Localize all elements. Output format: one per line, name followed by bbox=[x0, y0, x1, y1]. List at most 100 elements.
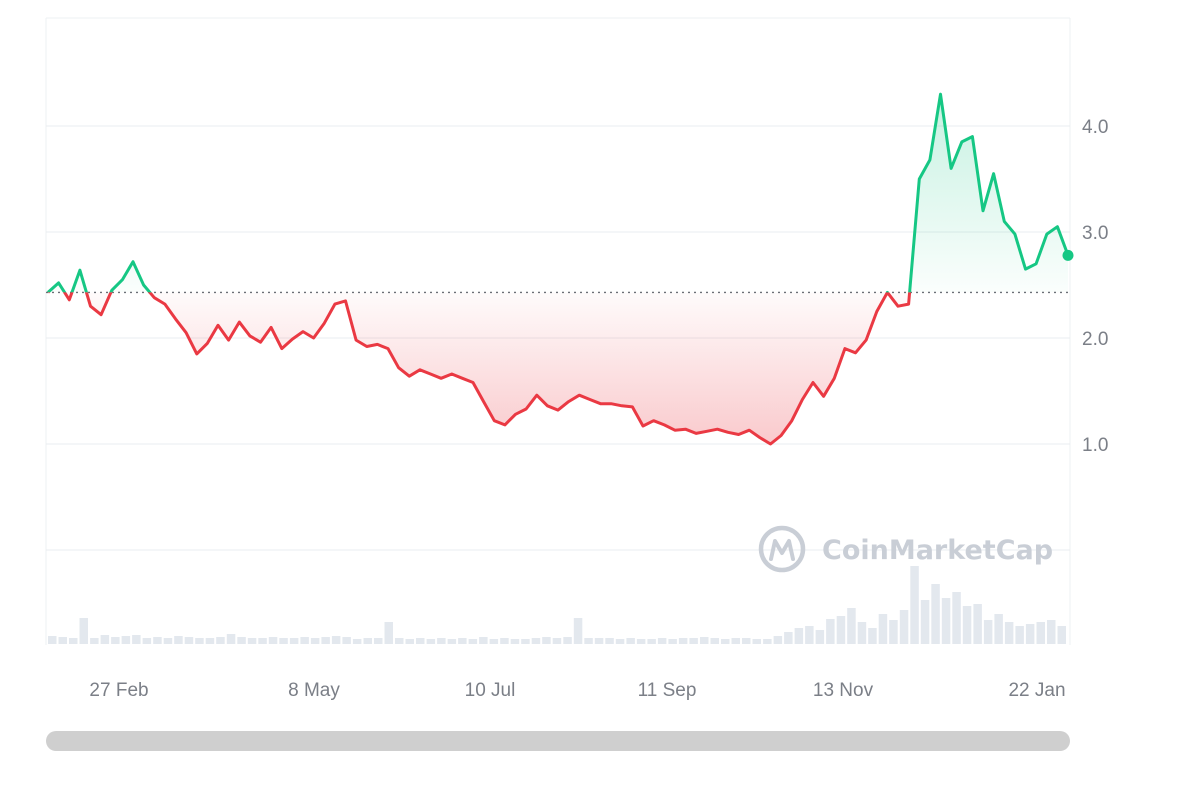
volume-bar bbox=[994, 614, 1003, 644]
volume-bar bbox=[121, 636, 131, 644]
volume-bar bbox=[1057, 626, 1066, 644]
volume-bar bbox=[142, 638, 152, 644]
volume-bar bbox=[710, 638, 719, 644]
coinmarketcap-logo-icon bbox=[758, 525, 806, 573]
volume-bar bbox=[805, 626, 814, 644]
volume-bar bbox=[268, 637, 278, 644]
volume-bar bbox=[300, 637, 309, 644]
y-tick-label: 4.0 bbox=[1082, 117, 1108, 138]
volume-bar bbox=[678, 638, 688, 644]
area-below-baseline bbox=[64, 292, 910, 444]
volume-bar bbox=[1047, 620, 1056, 644]
volume-bar bbox=[426, 639, 436, 644]
volume-bar bbox=[447, 639, 457, 644]
x-tick-label: 8 May bbox=[288, 680, 340, 701]
volume-bar bbox=[331, 636, 341, 644]
volume-bar bbox=[573, 618, 583, 644]
volume-bar bbox=[384, 622, 393, 644]
volume-bar bbox=[983, 620, 993, 644]
volume-bar bbox=[721, 639, 730, 644]
x-tick-label: 27 Feb bbox=[89, 680, 148, 701]
volume-bar bbox=[742, 638, 751, 644]
x-axis-labels: 27 Feb 8 May 10 Jul 11 Sep 13 Nov 22 Jan bbox=[89, 680, 1065, 701]
volume-bar bbox=[468, 639, 478, 644]
volume-bar bbox=[258, 638, 267, 644]
volume-bar bbox=[794, 628, 804, 644]
volume-bar bbox=[931, 584, 940, 644]
volume-bar bbox=[689, 638, 698, 644]
volume-bar bbox=[437, 638, 446, 644]
volume-bar bbox=[700, 637, 709, 644]
volume-bar bbox=[636, 639, 646, 644]
volume-bar bbox=[647, 639, 656, 644]
area-above-baseline bbox=[48, 94, 1068, 293]
volume-bar bbox=[279, 638, 288, 644]
volume-bar bbox=[48, 636, 57, 644]
volume-bar bbox=[510, 639, 520, 644]
volume-bar bbox=[216, 637, 225, 644]
volume-bar bbox=[594, 638, 604, 644]
volume-bar bbox=[899, 610, 909, 644]
volume-bar bbox=[226, 634, 236, 644]
volume-bars bbox=[48, 566, 1066, 644]
volume-bar bbox=[815, 630, 825, 644]
last-price-point bbox=[1062, 249, 1074, 261]
volume-bar bbox=[205, 638, 215, 644]
y-axis-labels: 1.0 2.0 3.0 4.0 bbox=[1082, 117, 1108, 456]
volume-bar bbox=[363, 638, 372, 644]
volume-bar bbox=[889, 620, 898, 644]
volume-bar bbox=[405, 639, 414, 644]
volume-bar bbox=[458, 638, 467, 644]
volume-bar bbox=[174, 636, 183, 644]
volume-bar bbox=[90, 638, 99, 644]
volume-bar bbox=[626, 638, 635, 644]
volume-bar bbox=[69, 638, 78, 644]
volume-bar bbox=[500, 638, 509, 644]
volume-bar bbox=[973, 604, 982, 644]
y-tick-label: 2.0 bbox=[1082, 329, 1108, 350]
volume-bar bbox=[1036, 622, 1045, 644]
volume-bar bbox=[552, 638, 562, 644]
volume-bar bbox=[962, 606, 972, 644]
volume-bar bbox=[310, 638, 320, 644]
volume-bar bbox=[773, 636, 783, 644]
volume-bar bbox=[857, 622, 867, 644]
x-tick-label: 10 Jul bbox=[465, 680, 516, 701]
price-line-below bbox=[48, 292, 912, 446]
volume-bar bbox=[731, 638, 740, 644]
volume-bar bbox=[237, 637, 246, 644]
y-tick-label: 3.0 bbox=[1082, 223, 1108, 244]
volume-bar bbox=[521, 639, 530, 644]
volume-bar bbox=[952, 592, 961, 644]
volume-bar bbox=[58, 637, 67, 644]
volume-bar bbox=[1004, 622, 1014, 644]
volume-bar bbox=[542, 637, 551, 644]
watermark-text: CoinMarketCap bbox=[822, 535, 1053, 566]
volume-bar bbox=[79, 618, 88, 644]
volume-bar bbox=[163, 638, 173, 644]
volume-bar bbox=[910, 566, 919, 644]
timeline-scrollbar[interactable] bbox=[46, 731, 1070, 751]
volume-bar bbox=[784, 632, 793, 644]
volume-bar bbox=[826, 619, 835, 644]
volume-bar bbox=[868, 628, 877, 644]
volume-bar bbox=[836, 616, 846, 644]
volume-bar bbox=[531, 638, 541, 644]
volume-bar bbox=[184, 637, 194, 644]
volume-bar bbox=[1025, 624, 1035, 644]
volume-bar bbox=[615, 639, 625, 644]
volume-bar bbox=[416, 638, 425, 644]
volume-bar bbox=[489, 639, 499, 644]
volume-bar bbox=[1015, 626, 1024, 644]
volume-bar bbox=[342, 637, 351, 644]
volume-bar bbox=[352, 639, 362, 644]
volume-bar bbox=[657, 638, 667, 644]
volume-bar bbox=[668, 639, 677, 644]
volume-bar bbox=[395, 638, 404, 644]
volume-bar bbox=[563, 637, 572, 644]
volume-bar bbox=[111, 637, 120, 644]
volume-bar bbox=[920, 600, 930, 644]
price-lines bbox=[46, 92, 1074, 446]
volume-bar bbox=[605, 638, 614, 644]
x-tick-label: 22 Jan bbox=[1008, 680, 1065, 701]
